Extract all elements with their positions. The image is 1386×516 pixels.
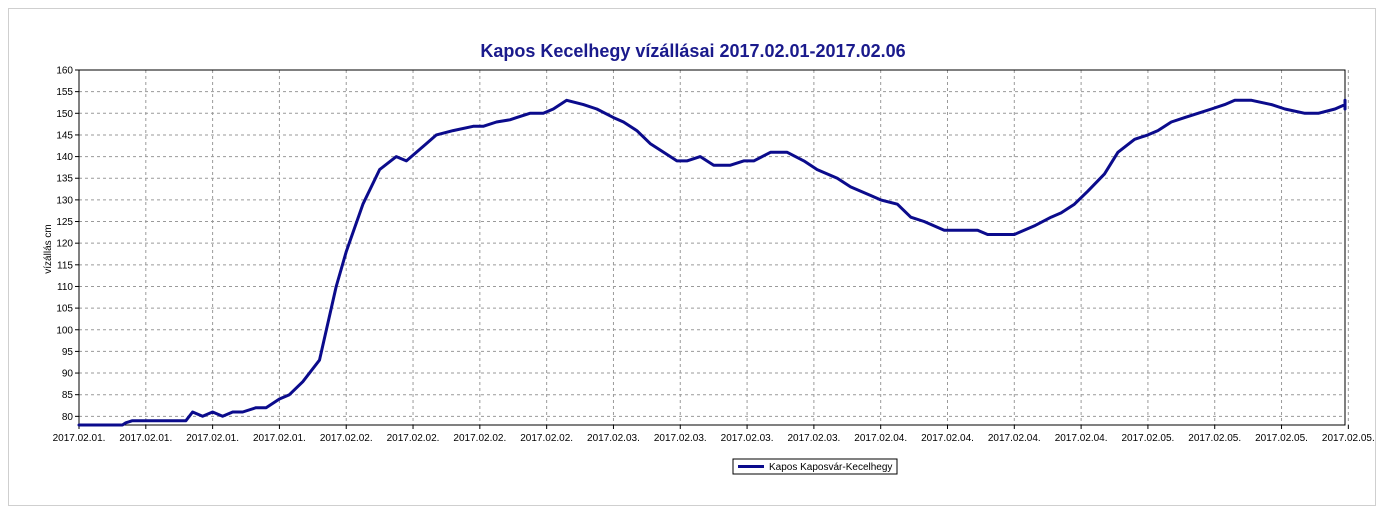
chart-grid (79, 69, 1349, 425)
y-tick-label: 120 (56, 239, 73, 250)
x-tick-label: 2017.02.03. (587, 433, 640, 444)
legend-label: Kapos Kaposvár-Kecelhegy (769, 462, 892, 473)
y-tick-label: 160 (56, 66, 73, 77)
y-tick-label: 150 (56, 109, 73, 120)
x-tick-label: 2017.02.05. (1255, 433, 1308, 444)
x-tick-label: 2017.02.04. (988, 433, 1041, 444)
y-tick-label: 110 (57, 282, 73, 293)
legend: Kapos Kaposvár-Kecelhegy (732, 458, 898, 475)
y-tick-label: 80 (62, 412, 74, 423)
y-tick-label: 85 (62, 390, 74, 401)
y-tick-label: 130 (56, 195, 73, 206)
y-tick-label: 90 (62, 369, 74, 380)
plot-area (78, 69, 1346, 426)
y-tick-label: 100 (56, 325, 73, 336)
x-tick-label: 2017.02.05. (1122, 433, 1175, 444)
y-tick-label: 140 (56, 152, 73, 163)
y-axis-ticks: 80 85 90 95 100 105 110 115 120 125 130 135 140 145 15… (56, 66, 79, 423)
x-tick-label: 2017.02.03. (654, 433, 707, 444)
y-tick-label: 125 (56, 217, 73, 228)
y-tick-label: 95 (62, 347, 74, 358)
x-tick-label: 2017.02.05. (1322, 433, 1375, 444)
x-tick-label: 2017.02.04. (854, 433, 907, 444)
x-axis-ticks: 2017.02.01. 2017.02.01. 2017.02.01. 2017.02… (53, 425, 1375, 444)
y-tick-label: 135 (56, 174, 73, 185)
x-tick-label: 2017.02.04. (1055, 433, 1108, 444)
chart-title: Kapos Kecelhegy vízállásai 2017.02.01-20… (480, 41, 905, 61)
y-axis-label: vízállás cm (43, 224, 54, 273)
chart-frame (8, 8, 1376, 506)
y-tick-label: 115 (57, 260, 73, 271)
legend-box (732, 458, 898, 475)
x-tick-label: 2017.02.03. (787, 433, 840, 444)
y-tick-label: 145 (56, 130, 73, 141)
x-tick-label: 2017.02.02. (320, 433, 373, 444)
x-tick-label: 2017.02.01. (186, 433, 239, 444)
x-tick-label: 2017.02.01. (119, 433, 172, 444)
x-tick-label: 2017.02.01. (253, 433, 306, 444)
y-tick-label: 105 (56, 304, 73, 315)
x-tick-label: 2017.02.05. (1188, 433, 1241, 444)
x-tick-label: 2017.02.01. (53, 433, 106, 444)
x-tick-label: 2017.02.02. (387, 433, 440, 444)
series-line-kapos-kaposvar-kecelhegy (77, 98, 1347, 427)
x-tick-label: 2017.02.02. (520, 433, 573, 444)
x-tick-label: 2017.02.03. (721, 433, 774, 444)
x-tick-label: 2017.02.04. (921, 433, 974, 444)
y-tick-label: 155 (56, 87, 73, 98)
x-tick-label: 2017.02.02. (453, 433, 506, 444)
